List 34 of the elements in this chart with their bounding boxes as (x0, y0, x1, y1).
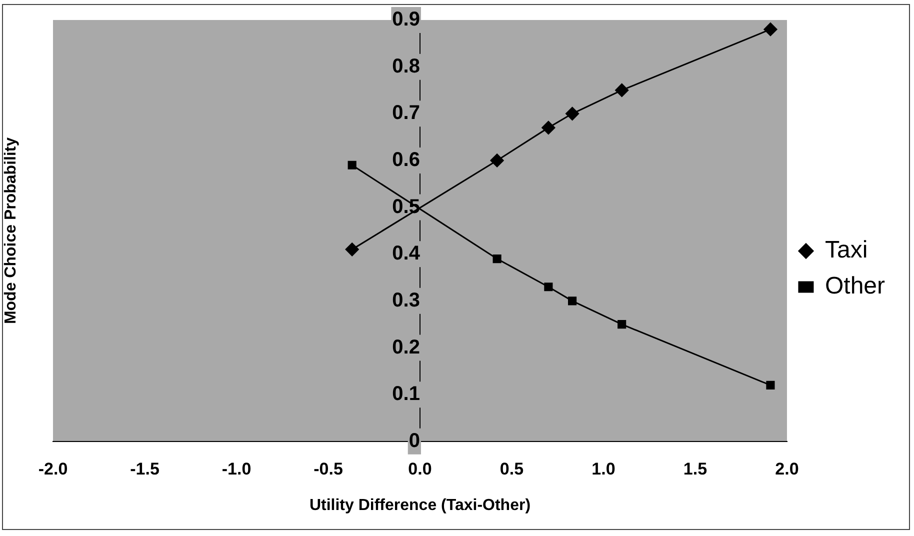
x-tick-label: -1.0 (222, 459, 252, 478)
x-tick-label: 0.0 (408, 459, 432, 478)
point (345, 242, 359, 256)
x-tick-label: 1.5 (683, 459, 708, 478)
y-tick-label: 0.6 (392, 148, 420, 171)
point (615, 83, 629, 97)
point (490, 154, 504, 168)
y-tick-label: 0.2 (392, 336, 420, 358)
y-tick-label: 0.8 (392, 55, 420, 78)
point (568, 296, 577, 306)
y-tick-label: 0.7 (392, 102, 420, 124)
point (348, 160, 356, 170)
x-axis-title: Utility Difference (Taxi-Other) (309, 496, 531, 514)
point (766, 380, 775, 390)
legend-label: Taxi (824, 236, 868, 264)
x-tick-label: -0.5 (314, 459, 343, 478)
legend-label: Other (824, 272, 886, 300)
point (544, 282, 553, 292)
y-tick-label: 0.3 (392, 289, 420, 312)
x-tick-label: 1.0 (592, 459, 616, 478)
x-tick-label: 2.0 (775, 459, 799, 478)
y-axis-title: Mode Choice Probability (2, 137, 20, 324)
point (764, 22, 778, 36)
point (542, 120, 556, 134)
point (566, 106, 580, 120)
y-tick-label: 0 (408, 430, 420, 452)
y-tick-label: 0.1 (392, 383, 420, 406)
x-tick-label: -1.5 (130, 459, 160, 478)
x-tick-label: -2.0 (38, 459, 68, 478)
y-tick-label: 0.4 (392, 242, 421, 265)
y-tick-label: 0.9 (392, 8, 420, 31)
x-tick-label: 0.5 (500, 459, 524, 478)
point (618, 320, 626, 329)
point (492, 254, 502, 264)
